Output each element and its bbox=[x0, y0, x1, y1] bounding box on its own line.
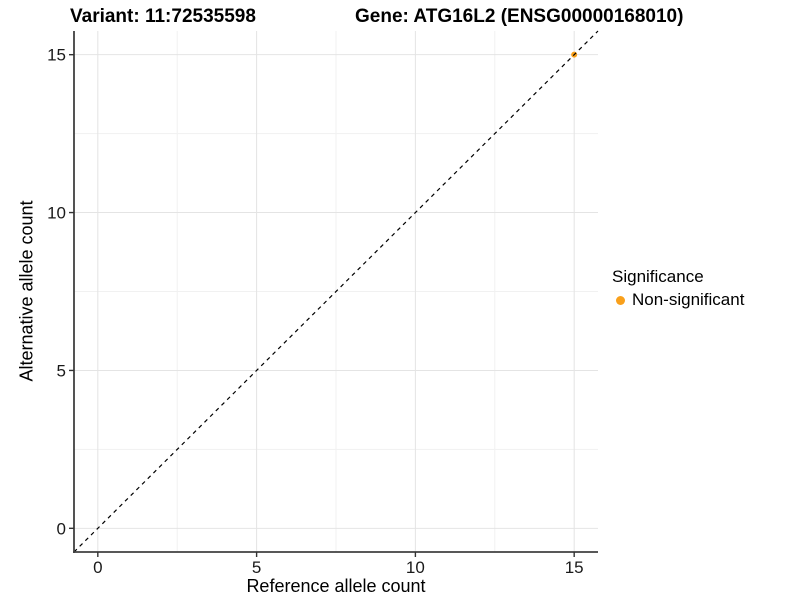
x-tick-label: 0 bbox=[93, 558, 102, 577]
legend-point-icon bbox=[616, 295, 625, 305]
x-tick-label: 5 bbox=[252, 558, 261, 577]
x-tick-label: 15 bbox=[565, 558, 584, 577]
legend-item: Non-significant bbox=[612, 290, 744, 310]
legend-item-label: Non-significant bbox=[632, 290, 745, 309]
y-tick-label: 5 bbox=[57, 361, 66, 380]
plot-title-variant: Variant: 11:72535598 bbox=[70, 6, 256, 27]
y-tick-label: 15 bbox=[47, 46, 66, 65]
legend: Significance Non-significant bbox=[612, 267, 744, 310]
plot-title-gene: Gene: ATG16L2 (ENSG00000168010) bbox=[355, 6, 684, 27]
x-axis-title: Reference allele count bbox=[246, 576, 426, 596]
legend-title: Significance bbox=[612, 267, 704, 286]
x-tick-label: 10 bbox=[406, 558, 425, 577]
y-tick-label: 0 bbox=[57, 519, 66, 538]
identity-reference-line bbox=[73, 30, 599, 553]
y-tick-label: 10 bbox=[47, 204, 66, 223]
